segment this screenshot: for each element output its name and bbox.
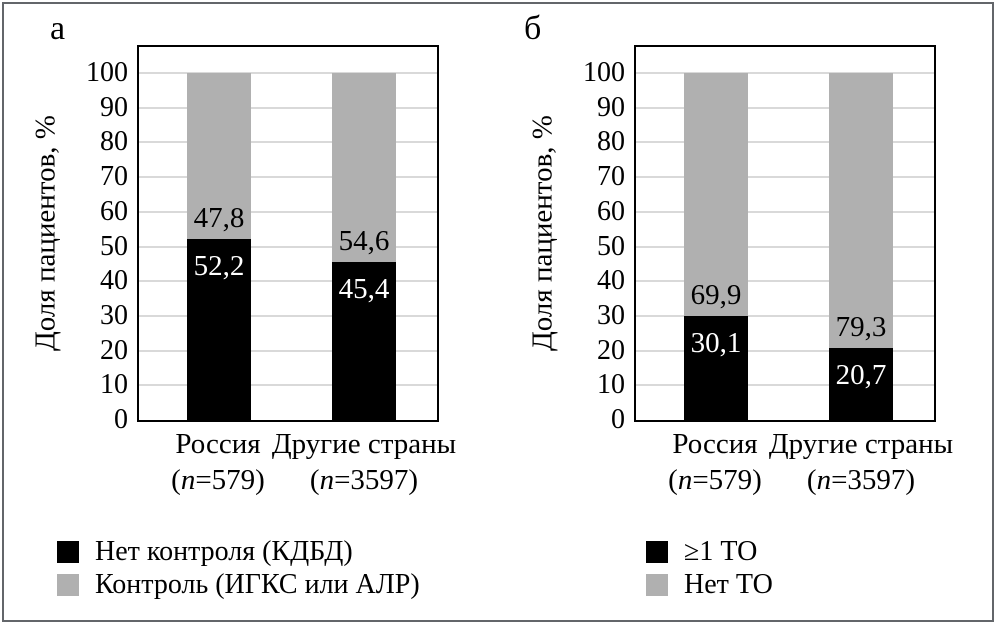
y-tick-label: 80 — [100, 126, 128, 158]
y-tick-label: 10 — [100, 369, 128, 401]
category-sublabel: (n=579) — [668, 464, 762, 496]
y-tick-label: 100 — [86, 57, 128, 88]
bar-segment-gray — [332, 73, 396, 263]
legend: Нет контроля (КДБД) Контроль (ИГКС или А… — [57, 535, 420, 601]
bar-value-label: 79,3 — [835, 311, 887, 344]
bar-value-label: 54,6 — [338, 225, 390, 258]
category-sublabel: (n=3597) — [309, 464, 419, 496]
legend-swatch-gray — [646, 573, 668, 596]
bar-segment-black — [332, 262, 396, 420]
legend: ≥1 ТО Нет ТО — [646, 535, 773, 601]
legend-label: Нет контроля (КДБД) — [95, 535, 353, 567]
bar-value-label: 52,2 — [193, 249, 245, 282]
gridline — [139, 210, 437, 213]
gridline — [139, 176, 437, 179]
gridline — [139, 106, 437, 109]
bar-segment-black — [684, 315, 748, 420]
gridline — [139, 72, 437, 74]
panel-label: б — [524, 10, 542, 47]
gridline — [139, 314, 437, 317]
y-tick-label: 90 — [100, 91, 128, 123]
y-tick-label: 0 — [611, 404, 625, 435]
y-tick-label: 80 — [597, 126, 625, 158]
legend-item: Нет ТО — [646, 568, 773, 601]
y-axis-title: Доля пациентов, % — [29, 115, 62, 352]
y-tick-label: 40 — [597, 265, 625, 297]
legend-swatch-black — [646, 540, 668, 563]
gridline — [139, 384, 437, 387]
gridline — [636, 349, 934, 352]
gridline — [139, 280, 437, 283]
category-label: Россия (n=579) — [171, 426, 265, 498]
gridline — [636, 141, 934, 144]
gridline — [139, 349, 437, 352]
category-name: Другие страны — [271, 428, 457, 460]
gridline — [139, 141, 437, 144]
legend-label: Нет ТО — [684, 568, 773, 600]
y-tick-label: 40 — [100, 265, 128, 297]
y-tick-label: 60 — [597, 195, 625, 227]
gridline — [139, 245, 437, 248]
legend-swatch-gray — [57, 573, 79, 596]
y-tick-label: 50 — [597, 230, 625, 262]
category-label: Другие страны (n=3597) — [272, 426, 456, 498]
gridline — [636, 314, 934, 317]
legend-label: ≥1 ТО — [684, 535, 758, 567]
y-tick-label: 70 — [597, 161, 625, 193]
legend-label: Контроль (ИГКС или АЛР) — [95, 568, 420, 600]
gridline — [636, 280, 934, 283]
y-axis-title: Доля пациентов, % — [526, 115, 559, 352]
bar-segment-gray — [684, 73, 748, 316]
legend-swatch-black — [57, 540, 79, 563]
gridline — [636, 72, 934, 74]
category-name: Россия — [672, 428, 758, 460]
bar-value-label: 30,1 — [690, 326, 742, 359]
gridline — [636, 176, 934, 179]
category-name: Россия — [175, 428, 261, 460]
bar-value-label: 45,4 — [338, 273, 390, 306]
panel-a: а Доля пациентов, % 52,2 47,8 45,4 54,6 Рос… — [0, 0, 497, 620]
y-tick-label: 10 — [597, 369, 625, 401]
plot-area: 52,2 47,8 45,4 54,6 — [137, 45, 439, 422]
y-tick-label: 70 — [100, 161, 128, 193]
y-tick-label: 20 — [100, 334, 128, 366]
y-tick-label: 60 — [100, 195, 128, 227]
gridline — [636, 384, 934, 387]
gridline — [636, 210, 934, 213]
gridline — [636, 106, 934, 109]
bar-segment-black — [829, 348, 893, 420]
bar-value-label: 69,9 — [690, 278, 742, 311]
category-label: Другие страны (n=3597) — [769, 426, 953, 498]
bar-value-label: 20,7 — [835, 359, 887, 392]
bar-segment-gray — [829, 73, 893, 349]
y-tick-label: 20 — [597, 334, 625, 366]
category-label: Россия (n=579) — [668, 426, 762, 498]
category-sublabel: (n=3597) — [806, 464, 916, 496]
bar-segment-gray — [187, 73, 251, 239]
y-tick-label: 30 — [100, 299, 128, 331]
y-tick-label: 90 — [597, 91, 625, 123]
y-tick-label: 100 — [583, 57, 625, 88]
gridline — [636, 245, 934, 248]
legend-item: Нет контроля (КДБД) — [57, 535, 420, 568]
bar-segment-black — [187, 238, 251, 420]
y-tick-label: 50 — [100, 230, 128, 262]
bar-value-label: 47,8 — [193, 201, 245, 234]
category-name: Другие страны — [768, 428, 954, 460]
y-tick-label: 0 — [114, 404, 128, 435]
plot-area: 30,1 69,9 20,7 79,3 — [634, 45, 936, 422]
category-sublabel: (n=579) — [171, 464, 265, 496]
panel-b: б Доля пациентов, % 30,1 69,9 20,7 79,3 Рос… — [497, 0, 994, 620]
legend-item: Контроль (ИГКС или АЛР) — [57, 568, 420, 601]
legend-item: ≥1 ТО — [646, 535, 773, 568]
panel-label: а — [50, 10, 66, 47]
y-tick-label: 30 — [597, 299, 625, 331]
